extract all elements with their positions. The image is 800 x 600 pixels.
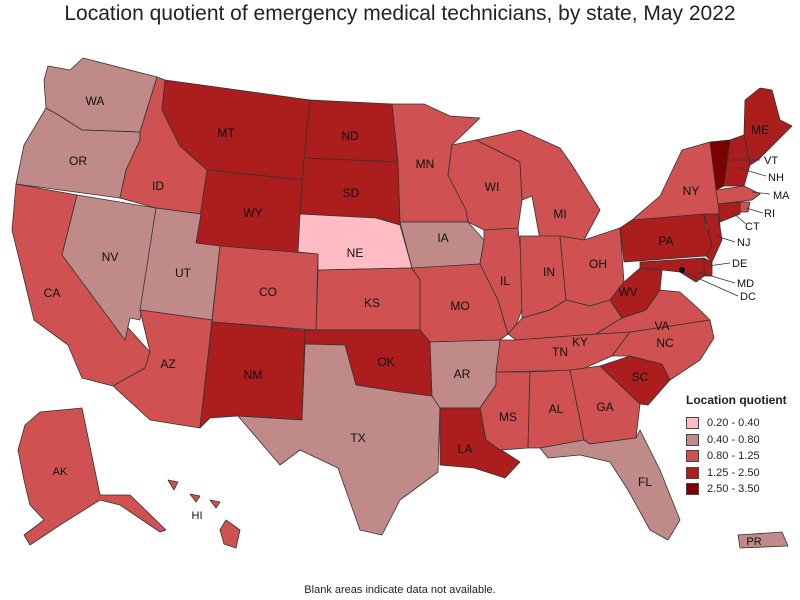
callout-line-ma xyxy=(751,191,771,195)
legend-row: 1.25 - 2.50 xyxy=(686,465,796,482)
callout-line-nh xyxy=(737,167,767,177)
label-NC: NC xyxy=(656,336,674,350)
label-GA: GA xyxy=(596,400,613,414)
callout-line-dc xyxy=(683,271,739,297)
state-PR[interactable] xyxy=(737,531,789,549)
label-SC: SC xyxy=(632,370,649,384)
legend-label: 2.50 - 3.50 xyxy=(707,483,760,496)
legend-row: 2.50 - 3.50 xyxy=(686,481,796,498)
callout-line-de xyxy=(707,262,731,267)
legend-row: 0.20 - 0.40 xyxy=(686,415,796,432)
label-IA: IA xyxy=(437,231,448,245)
label-OH: OH xyxy=(589,257,607,271)
legend-swatch xyxy=(686,450,699,463)
state-MD[interactable] xyxy=(639,257,705,283)
state-CT[interactable] xyxy=(717,201,741,223)
state-TX[interactable] xyxy=(237,343,441,536)
label-CT: CT xyxy=(745,221,760,233)
label-CA: CA xyxy=(44,286,61,300)
label-DC: DC xyxy=(740,291,756,303)
label-NJ: NJ xyxy=(737,237,750,249)
label-WV: WV xyxy=(618,285,637,299)
label-RI: RI xyxy=(764,208,775,220)
label-MS: MS xyxy=(499,410,517,424)
label-PA: PA xyxy=(658,234,673,248)
state-WV[interactable] xyxy=(609,267,663,319)
footer-note: Blank areas indicate data not available. xyxy=(304,584,496,596)
label-OK: OK xyxy=(377,355,394,369)
state-NH[interactable] xyxy=(723,134,751,187)
label-LA: LA xyxy=(458,442,473,456)
label-WY: WY xyxy=(243,206,262,220)
state-IA[interactable] xyxy=(399,221,485,269)
label-FL: FL xyxy=(638,475,652,489)
label-IN: IN xyxy=(543,265,555,279)
state-HI-2[interactable] xyxy=(189,493,201,503)
state-MA[interactable] xyxy=(715,185,761,205)
label-AK: AK xyxy=(53,466,68,478)
state-HI-1[interactable] xyxy=(167,479,179,491)
label-IL: IL xyxy=(500,274,510,288)
label-DE: DE xyxy=(732,258,747,270)
label-MD: MD xyxy=(737,278,754,290)
label-AZ: AZ xyxy=(160,357,175,371)
label-NV: NV xyxy=(102,250,119,264)
legend-label: 0.80 - 1.25 xyxy=(707,450,760,463)
label-NE: NE xyxy=(347,246,364,260)
label-UT: UT xyxy=(175,266,192,280)
label-NM: NM xyxy=(244,368,263,382)
legend-title: Location quotient xyxy=(686,393,787,407)
legend: Location quotient 0.20 - 0.40 0.40 - 0.8… xyxy=(686,393,796,498)
label-VT: VT xyxy=(764,155,778,167)
label-SD: SD xyxy=(343,186,360,200)
label-ID: ID xyxy=(152,179,164,193)
legend-swatch xyxy=(686,483,699,496)
legend-swatch xyxy=(686,417,699,430)
label-ND: ND xyxy=(341,129,359,143)
label-HI: HI xyxy=(192,510,203,522)
label-CO: CO xyxy=(259,285,277,299)
label-KS: KS xyxy=(364,296,380,310)
label-TX: TX xyxy=(350,431,365,445)
label-KY: KY xyxy=(572,335,588,349)
state-FL[interactable] xyxy=(539,429,681,541)
label-TN: TN xyxy=(552,345,568,359)
label-VA: VA xyxy=(654,319,669,333)
label-OR: OR xyxy=(69,154,87,168)
label-MA: MA xyxy=(773,190,790,202)
label-NY: NY xyxy=(683,184,700,198)
label-MT: MT xyxy=(217,126,235,140)
label-WI: WI xyxy=(485,180,500,194)
dc-marker xyxy=(679,267,685,273)
label-AR: AR xyxy=(454,367,471,381)
legend-row: 0.80 - 1.25 xyxy=(686,448,796,465)
callout-line-ri xyxy=(745,207,764,214)
map-title: Location quotient of emergency medical t… xyxy=(64,2,736,25)
legend-swatch xyxy=(686,466,699,479)
callout-lines xyxy=(683,159,771,297)
legend-swatch xyxy=(686,433,699,446)
label-MI: MI xyxy=(553,207,566,221)
legend-label: 1.25 - 2.50 xyxy=(707,466,760,479)
label-ME: ME xyxy=(751,123,769,137)
label-MN: MN xyxy=(416,157,435,171)
state-AK[interactable] xyxy=(17,407,167,546)
callout-line-ct xyxy=(731,211,747,225)
callout-line-nj xyxy=(715,235,736,243)
legend-label: 0.20 - 0.40 xyxy=(707,417,760,430)
state-HI-4[interactable] xyxy=(219,519,241,549)
legend-label: 0.40 - 0.80 xyxy=(707,433,760,446)
callout-line-md xyxy=(697,271,736,284)
label-PR: PR xyxy=(746,536,761,548)
state-HI-3[interactable] xyxy=(209,499,221,509)
label-WA: WA xyxy=(86,94,105,108)
label-AL: AL xyxy=(549,402,564,416)
label-NH: NH xyxy=(768,172,784,184)
label-MO: MO xyxy=(450,299,469,313)
state-RI[interactable] xyxy=(739,201,751,213)
legend-row: 0.40 - 0.80 xyxy=(686,432,796,449)
